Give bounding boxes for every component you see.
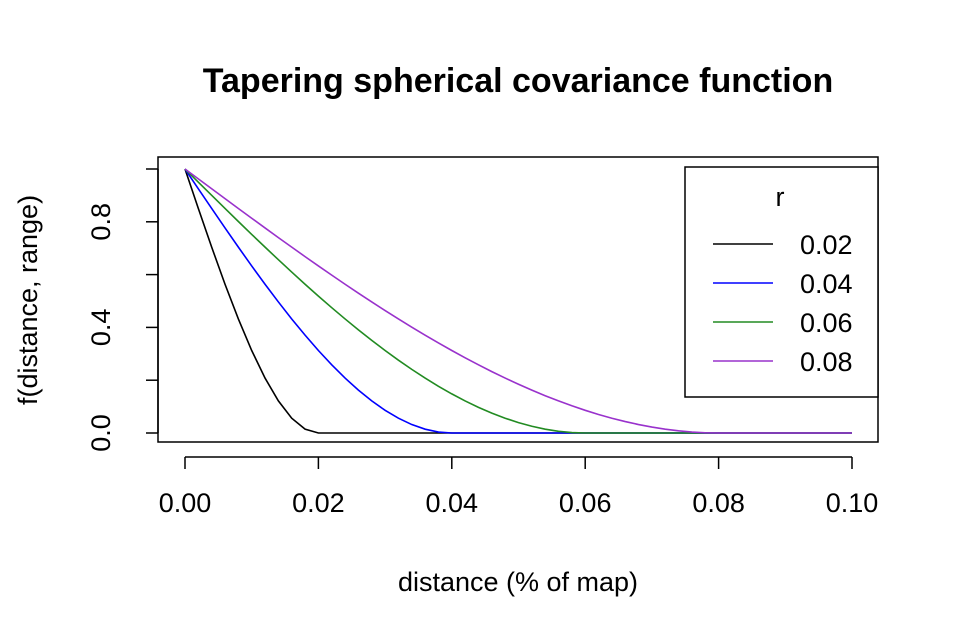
x-axis: 0.00 0.02 0.04 0.06 0.08 0.10: [159, 456, 879, 518]
x-tick-label: 0.06: [559, 488, 612, 518]
legend-entries: 0.02 0.04 0.06 0.08: [713, 230, 853, 377]
legend-label: 0.08: [800, 347, 853, 377]
legend-label: 0.06: [800, 308, 853, 338]
y-tick-label: 0.0: [86, 414, 116, 452]
series-lines: [184, 168, 852, 434]
y-tick-label: 0.8: [86, 203, 116, 241]
y-tick-label: 0.4: [86, 309, 116, 347]
x-tick-label: 0.02: [292, 488, 345, 518]
legend-title: r: [776, 182, 785, 212]
legend: r 0.02 0.04 0.06 0.08: [684, 166, 879, 398]
y-axis: 0.0 0.4 0.8: [86, 168, 159, 452]
legend-label: 0.02: [800, 230, 853, 260]
x-tick-label: 0.00: [159, 488, 212, 518]
x-axis-label: distance (% of map): [398, 567, 638, 597]
series-line-0.08: [184, 168, 852, 434]
x-tick-label: 0.10: [826, 488, 879, 518]
x-tick-label: 0.04: [426, 488, 479, 518]
legend-label: 0.04: [800, 269, 853, 299]
x-tick-label: 0.08: [692, 488, 745, 518]
y-axis-label: f(distance, range): [13, 195, 43, 405]
legend-box: [684, 166, 879, 398]
chart-title: Tapering spherical covariance function: [203, 62, 833, 100]
